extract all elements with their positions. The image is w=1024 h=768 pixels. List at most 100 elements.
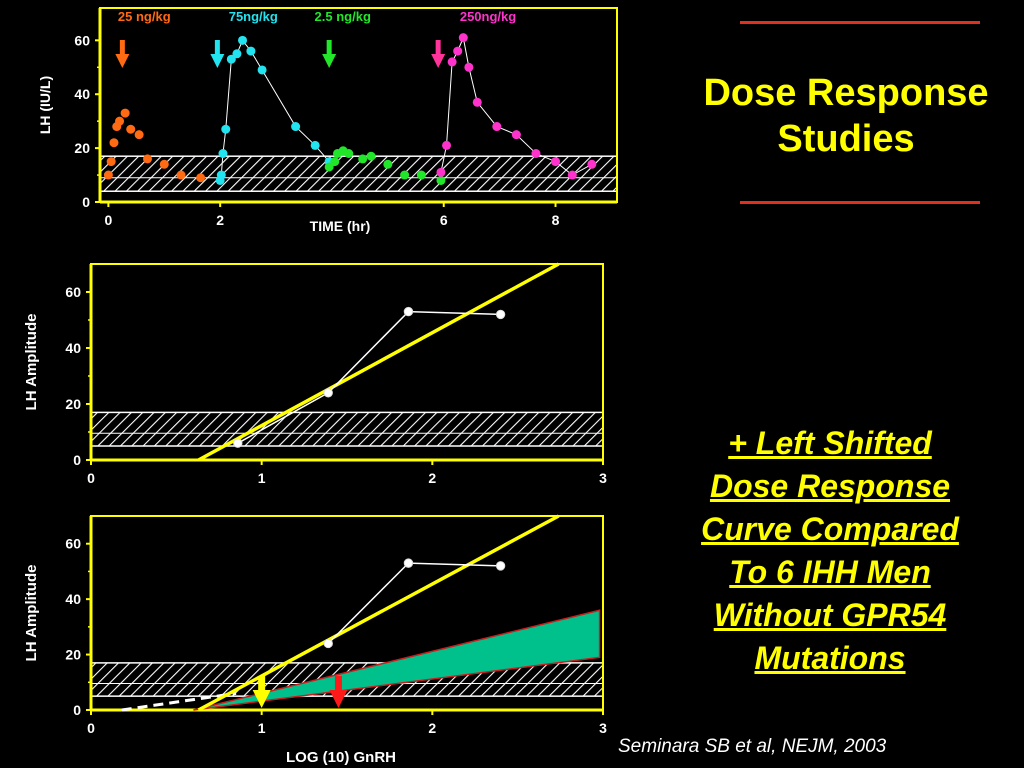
subtitle-line: Without GPR54 — [713, 597, 947, 633]
y-tick-label: 0 — [73, 452, 81, 468]
data-point — [436, 167, 446, 177]
dose-response-chart-top: 0 20 40 60 0 1 2 3 LH Amplitude — [23, 262, 607, 486]
data-point — [383, 159, 393, 169]
comparison-range-wedge — [193, 609, 601, 711]
dose-label: 2.5 ng/kg — [315, 9, 371, 24]
observed-point — [323, 638, 333, 649]
data-point — [442, 140, 452, 150]
data-point — [126, 124, 136, 134]
data-point — [196, 173, 206, 183]
data-point — [436, 175, 446, 185]
data-point — [115, 116, 125, 126]
x-tick-label: 6 — [440, 212, 448, 228]
data-point — [216, 170, 226, 180]
x-tick-label: 8 — [552, 212, 560, 228]
data-point — [143, 154, 153, 164]
y-tick-label: 60 — [65, 284, 81, 300]
y-axis-label: LH Amplitude — [23, 565, 40, 662]
x-tick-label: 0 — [87, 470, 95, 486]
observed-point — [403, 306, 414, 317]
observed-point — [495, 561, 506, 571]
observed-point — [323, 388, 333, 398]
y-tick-label: 40 — [65, 591, 81, 607]
data-point — [218, 149, 228, 158]
data-point — [232, 49, 242, 59]
data-point — [587, 159, 597, 169]
subtitle-line: Dose Response — [709, 468, 951, 504]
x-tick-label: 2 — [428, 720, 436, 736]
x-tick-label: 3 — [599, 470, 607, 486]
observed-line — [237, 310, 501, 444]
x-tick-label: 1 — [258, 720, 266, 736]
observed-point — [403, 558, 414, 568]
x-axis-label: TIME (hr) — [310, 218, 371, 234]
subtitle-line: Curve Compared — [701, 511, 959, 547]
data-point — [291, 122, 301, 132]
data-point — [330, 157, 340, 167]
observed-point — [233, 438, 243, 448]
dashed-extension-line — [121, 691, 237, 712]
y-tick-label: 40 — [74, 86, 90, 102]
y-tick-label: 20 — [65, 396, 81, 412]
x-tick-label: 3 — [599, 720, 607, 736]
data-point — [511, 130, 521, 140]
dose-arrow-head — [115, 54, 130, 68]
subtitle-line: To 6 IHH Men — [729, 554, 931, 590]
data-point — [324, 162, 334, 172]
dose-marker-head — [252, 690, 271, 708]
normal-range-band — [99, 155, 618, 192]
dose-arrow-shaft — [119, 40, 125, 55]
dose-marker-shaft — [258, 676, 266, 692]
dose-label: 75ng/kg — [229, 9, 278, 24]
dose-arrow-shaft — [214, 40, 220, 55]
dose-arrow-shaft — [435, 40, 441, 55]
data-point — [464, 62, 474, 72]
data-point — [238, 35, 248, 45]
y-tick-label: 20 — [74, 140, 90, 156]
data-point — [358, 154, 368, 164]
dose-label: 250ng/kg — [460, 9, 516, 24]
fit-line — [197, 262, 560, 462]
slide-title-line2: Studies — [777, 118, 915, 160]
slide-title-line1: Dose Response — [703, 72, 989, 114]
y-tick-label: 60 — [65, 536, 81, 552]
series-line — [440, 35, 593, 176]
dose-arrow-head — [431, 54, 446, 68]
data-point — [120, 108, 130, 118]
y-tick-label: 0 — [73, 702, 81, 718]
data-point — [106, 157, 116, 167]
time-course-chart: 0 20 40 60 0 2 6 8 LH (IU/L) TIME (hr) 25 ng/kg 75n… — [37, 7, 618, 234]
subtitle-line: Mutations — [754, 640, 906, 676]
data-point — [221, 124, 231, 134]
data-point — [447, 57, 457, 67]
observed-line — [327, 562, 501, 645]
data-point — [453, 46, 463, 56]
y-axis-label: LH Amplitude — [23, 314, 40, 411]
data-point — [109, 138, 119, 148]
observed-point — [495, 309, 506, 320]
data-point — [416, 170, 426, 180]
y-tick-label: 40 — [65, 340, 81, 356]
slide-title: Dose Response Studies — [640, 70, 1024, 162]
bottom-rule — [740, 201, 980, 204]
x-tick-label: 0 — [87, 720, 95, 736]
data-point — [257, 65, 267, 75]
data-point — [366, 151, 376, 161]
dose-label: 25 ng/kg — [118, 9, 171, 24]
top-rule — [740, 21, 980, 24]
y-tick-label: 0 — [82, 194, 90, 210]
x-tick-label: 0 — [104, 212, 112, 228]
dose-arrow-shaft — [326, 40, 332, 55]
data-point — [531, 149, 541, 158]
citation: Seminara SB et al, NEJM, 2003 — [618, 736, 887, 757]
data-point — [134, 130, 144, 140]
dose-marker-head — [329, 690, 348, 708]
x-tick-label: 2 — [428, 470, 436, 486]
dose-response-chart-bottom: 0 20 40 60 0 1 2 3 LH Amplitude LOG (10) GnRH — [23, 514, 607, 766]
data-point — [226, 54, 236, 64]
x-tick-label: 1 — [258, 470, 266, 486]
dose-arrow-head — [210, 54, 225, 68]
data-point — [567, 170, 577, 180]
dose-arrow-head — [322, 54, 337, 68]
